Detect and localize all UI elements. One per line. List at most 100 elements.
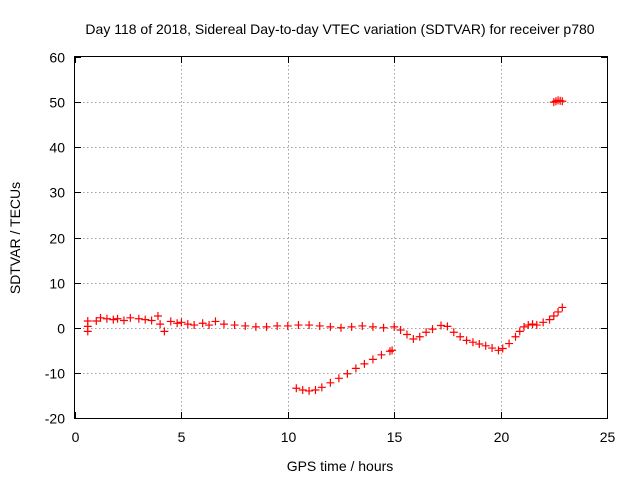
x-tick-label: 15	[387, 429, 403, 445]
series-main-band	[83, 312, 437, 344]
data-point	[134, 314, 143, 323]
data-point	[524, 321, 533, 330]
data-point	[351, 364, 360, 373]
data-point	[520, 322, 529, 331]
data-point	[160, 327, 169, 336]
x-tick-label: 20	[494, 429, 510, 445]
data-point	[109, 315, 118, 324]
chart-title: Day 118 of 2018, Sidereal Day-to-day VTE…	[85, 21, 594, 37]
data-point	[211, 317, 220, 326]
data-point	[379, 323, 388, 332]
x-tick-label: 0	[72, 429, 80, 445]
y-tick-label: 0	[57, 321, 65, 337]
data-point	[326, 322, 335, 331]
data-point	[390, 322, 399, 331]
data-point	[549, 312, 558, 321]
series-outlier-cluster	[549, 96, 567, 107]
x-tick-label: 25	[600, 429, 616, 445]
data-point	[456, 332, 465, 341]
data-point	[428, 325, 437, 334]
data-point	[317, 383, 326, 392]
data-point	[166, 317, 175, 326]
data-point	[498, 344, 507, 353]
data-point	[511, 332, 520, 341]
data-point	[554, 307, 563, 316]
grid	[75, 57, 607, 418]
data-point	[347, 322, 356, 331]
x-axis-label: GPS time / hours	[287, 458, 394, 474]
data-marks	[83, 96, 567, 395]
y-tick-label: 10	[49, 276, 65, 292]
data-point	[388, 346, 397, 355]
data-point	[505, 339, 514, 348]
data-point	[488, 344, 497, 353]
data-point	[241, 321, 250, 330]
data-point	[283, 321, 292, 330]
data-point	[368, 355, 377, 364]
data-point	[368, 322, 377, 331]
data-point	[173, 319, 182, 328]
data-point	[147, 316, 156, 325]
data-point	[468, 338, 477, 347]
data-point	[358, 321, 367, 330]
data-point	[475, 339, 484, 348]
data-point	[326, 378, 335, 387]
x-tick-label: 10	[281, 429, 297, 445]
y-tick-label: 50	[49, 95, 65, 111]
data-point	[532, 321, 541, 330]
y-tick-label: 20	[49, 231, 65, 247]
data-point	[558, 303, 567, 312]
y-tick-label: 40	[49, 140, 65, 156]
data-point	[205, 321, 214, 330]
data-point	[422, 328, 431, 337]
data-point	[113, 314, 122, 323]
data-point	[119, 316, 128, 325]
data-point	[230, 321, 239, 330]
y-tick-label: 30	[49, 185, 65, 201]
data-point	[558, 97, 567, 106]
data-point	[494, 346, 503, 355]
data-point	[443, 322, 452, 331]
data-point	[396, 326, 405, 335]
data-point	[177, 318, 186, 327]
data-point	[343, 369, 352, 378]
data-point	[273, 321, 282, 330]
y-axis-label: SDTVAR / TECUs	[7, 182, 23, 294]
y-tick-label: 60	[49, 50, 65, 66]
data-point	[262, 322, 271, 331]
series-later-band	[437, 303, 567, 355]
data-point	[311, 386, 320, 395]
data-point	[337, 323, 345, 332]
data-point	[539, 318, 548, 327]
data-point	[141, 315, 150, 324]
data-point	[334, 374, 343, 383]
data-point	[437, 321, 446, 330]
data-point	[305, 321, 314, 330]
data-point	[198, 319, 207, 328]
data-point	[292, 384, 301, 393]
data-point	[415, 332, 424, 341]
data-point	[402, 330, 411, 339]
data-point	[102, 314, 111, 323]
y-tick-label: -20	[45, 411, 65, 427]
data-point	[294, 321, 303, 330]
series-lower-arc	[292, 346, 397, 395]
data-point	[183, 320, 192, 329]
data-point	[481, 341, 490, 350]
data-point	[305, 386, 314, 395]
data-point	[156, 320, 165, 329]
data-point	[190, 321, 199, 330]
data-point	[449, 328, 458, 337]
data-point	[462, 336, 471, 345]
data-point	[298, 386, 307, 395]
axis-ticks: 0 5 10 15 20 25 -20 -10 0 10 20 30 40 50 60	[45, 50, 616, 446]
x-tick-label: 5	[178, 429, 186, 445]
data-point	[251, 322, 260, 331]
plot-frame	[74, 56, 608, 419]
y-tick-label: -10	[45, 366, 65, 382]
data-point	[219, 320, 228, 329]
data-point	[545, 315, 554, 324]
data-point	[83, 327, 92, 336]
data-point	[96, 313, 105, 322]
